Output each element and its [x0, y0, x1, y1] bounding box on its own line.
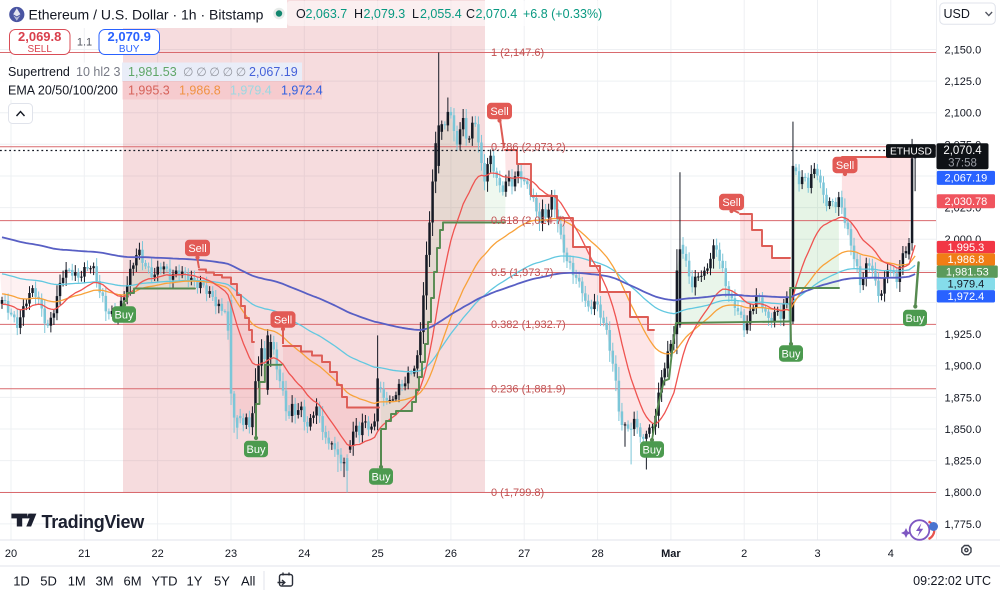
svg-text:1,875.0: 1,875.0 [945, 392, 982, 404]
svg-text:1Y: 1Y [187, 574, 203, 589]
svg-text:L: L [412, 7, 419, 21]
svg-text:24: 24 [298, 548, 310, 560]
svg-text:EMA 20/50/100/200: EMA 20/50/100/200 [8, 84, 118, 98]
svg-text:∅: ∅ [196, 65, 206, 79]
svg-text:Sell: Sell [274, 314, 292, 326]
svg-text:2,067.19: 2,067.19 [249, 65, 298, 79]
svg-text:2,070.4: 2,070.4 [476, 7, 518, 21]
svg-text:BUY: BUY [119, 44, 140, 55]
svg-text:1D: 1D [13, 574, 30, 589]
svg-text:Supertrend: Supertrend [8, 65, 70, 79]
svg-text:5Y: 5Y [214, 574, 230, 589]
svg-text:∅: ∅ [209, 65, 219, 79]
svg-text:All: All [241, 574, 256, 589]
svg-text:2,070.9: 2,070.9 [108, 29, 151, 44]
svg-text:0 (1,799.8): 0 (1,799.8) [491, 487, 544, 499]
svg-text:28: 28 [591, 548, 603, 560]
svg-text:2,079.3: 2,079.3 [364, 7, 406, 21]
svg-text:+6.8 (+0.33%): +6.8 (+0.33%) [523, 7, 602, 21]
svg-text:3M: 3M [96, 574, 114, 589]
svg-text:0.786 (2,073.2): 0.786 (2,073.2) [491, 141, 566, 153]
svg-text:1M: 1M [68, 574, 86, 589]
svg-text:0.382 (1,932.7): 0.382 (1,932.7) [491, 319, 566, 331]
svg-text:Buy: Buy [782, 348, 801, 360]
svg-text:2,030.78: 2,030.78 [944, 196, 987, 208]
svg-text:Buy: Buy [372, 471, 391, 483]
svg-text:1,825.0: 1,825.0 [945, 456, 982, 468]
svg-text:1,995.3: 1,995.3 [128, 84, 170, 98]
svg-text:Sell: Sell [722, 197, 740, 209]
svg-text:23: 23 [225, 548, 237, 560]
svg-text:1,986.8: 1,986.8 [948, 254, 985, 266]
svg-text:1,850.0: 1,850.0 [945, 424, 982, 436]
svg-text:0.5 (1,973.7): 0.5 (1,973.7) [491, 267, 553, 279]
svg-text:2,100.0: 2,100.0 [945, 108, 982, 120]
svg-text:2,070.4: 2,070.4 [943, 145, 982, 157]
svg-text:Buy: Buy [247, 444, 266, 456]
svg-text:1,900.0: 1,900.0 [945, 361, 982, 373]
svg-text:2,055.4: 2,055.4 [420, 7, 462, 21]
svg-text:2,125.0: 2,125.0 [945, 76, 982, 88]
svg-text:09:22:02 UTC: 09:22:02 UTC [913, 574, 991, 588]
svg-text:0.618 (2,014.7): 0.618 (2,014.7) [491, 215, 566, 227]
svg-text:Buy: Buy [643, 444, 662, 456]
svg-text:Sell: Sell [188, 243, 206, 255]
svg-text:20: 20 [5, 548, 17, 560]
svg-text:6M: 6M [124, 574, 142, 589]
svg-text:5D: 5D [40, 574, 57, 589]
svg-text:1,800.0: 1,800.0 [945, 487, 982, 499]
svg-text:1,995.3: 1,995.3 [948, 242, 985, 254]
svg-text:1,981.53: 1,981.53 [946, 267, 989, 279]
svg-text:1 (2,147.6): 1 (2,147.6) [491, 47, 544, 59]
svg-text:TradingView: TradingView [42, 512, 146, 532]
svg-text:4: 4 [888, 548, 894, 560]
svg-text:1,979.4: 1,979.4 [230, 84, 272, 98]
svg-text:ETHUSD: ETHUSD [890, 147, 932, 158]
svg-text:USD: USD [944, 7, 970, 21]
svg-text:2,069.8: 2,069.8 [18, 29, 61, 44]
svg-text:2,063.7: 2,063.7 [306, 7, 348, 21]
svg-text:1,986.8: 1,986.8 [179, 84, 221, 98]
svg-text:26: 26 [445, 548, 457, 560]
svg-text:3: 3 [814, 548, 820, 560]
svg-text:37:58: 37:58 [948, 158, 977, 170]
svg-text:1.1: 1.1 [77, 37, 92, 49]
svg-text:1,925.0: 1,925.0 [945, 329, 982, 341]
svg-text:Mar: Mar [661, 548, 681, 560]
svg-text:Buy: Buy [115, 309, 134, 321]
svg-text:C: C [466, 7, 475, 21]
svg-text:Sell: Sell [836, 160, 854, 172]
svg-text:2: 2 [741, 548, 747, 560]
svg-text:O: O [296, 7, 306, 21]
svg-text:0.236 (1,881.9): 0.236 (1,881.9) [491, 383, 566, 395]
svg-text:SELL: SELL [27, 44, 52, 55]
svg-text:YTD: YTD [152, 574, 178, 589]
svg-text:Buy: Buy [906, 313, 925, 325]
svg-text:2,150.0: 2,150.0 [945, 45, 982, 57]
svg-text:21: 21 [78, 548, 90, 560]
svg-text:H: H [354, 7, 363, 21]
svg-text:22: 22 [151, 548, 163, 560]
svg-text:2,067.19: 2,067.19 [944, 173, 987, 185]
svg-text:Sell: Sell [490, 106, 508, 118]
svg-text:∅: ∅ [183, 65, 193, 79]
svg-text:∅: ∅ [223, 65, 233, 79]
svg-text:25: 25 [371, 548, 383, 560]
svg-text:1,981.53: 1,981.53 [128, 65, 177, 79]
svg-text:∅: ∅ [236, 65, 246, 79]
svg-text:27: 27 [518, 548, 530, 560]
svg-text:1,775.0: 1,775.0 [945, 519, 982, 531]
svg-text:1,972.4: 1,972.4 [281, 84, 323, 98]
svg-text:1,972.4: 1,972.4 [948, 291, 985, 303]
svg-text:10 hl2 3: 10 hl2 3 [76, 65, 121, 79]
svg-text:Ethereum / U.S. Dollar · 1h ·: Ethereum / U.S. Dollar · 1h · Bitstamp [29, 7, 264, 23]
svg-text:1,979.4: 1,979.4 [948, 279, 985, 291]
